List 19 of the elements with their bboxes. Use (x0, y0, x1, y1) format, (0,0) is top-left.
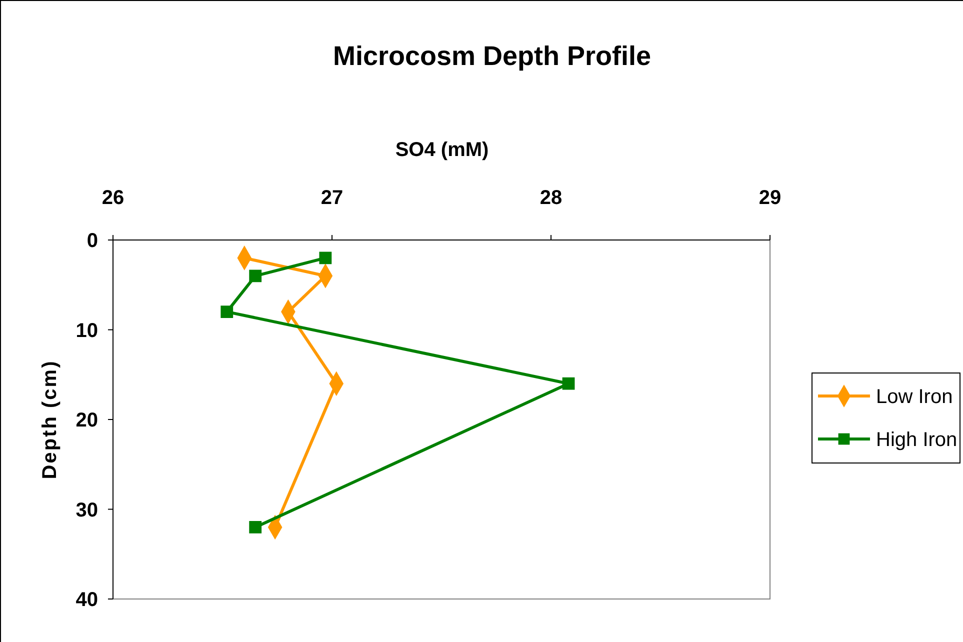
y-axis-title: Depth (cm) (39, 360, 61, 480)
x-tick-label: 28 (540, 187, 562, 209)
legend-label: Low Iron (876, 386, 953, 408)
y-tick-label: 20 (76, 410, 98, 432)
x-tick-label: 27 (320, 187, 344, 209)
y-tick-label: 40 (76, 589, 98, 611)
point (319, 252, 332, 264)
x-axis-title: SO4 (mM) (395, 139, 489, 161)
chart-title: Microcosm Depth Profile (332, 41, 652, 71)
point (249, 270, 262, 282)
legend-label: High Iron (876, 429, 958, 451)
point (220, 306, 234, 318)
point (249, 521, 262, 534)
y-tick-label: 10 (76, 320, 98, 342)
x-tick-label: 29 (758, 187, 782, 209)
point (562, 377, 575, 390)
y-tick-label: 0 (86, 230, 98, 252)
x-tick-label: 26 (102, 187, 124, 209)
y-tick-label: 30 (76, 499, 98, 522)
